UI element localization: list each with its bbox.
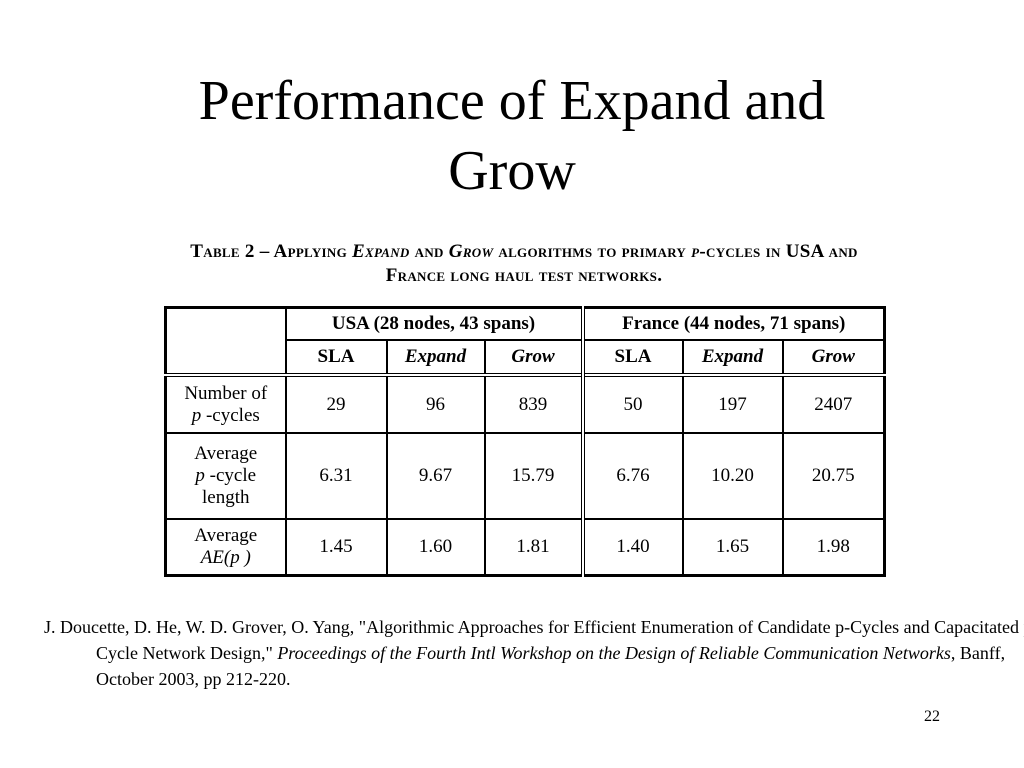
title-line-1: Performance of Expand and bbox=[198, 70, 826, 132]
row-label-text: Number of bbox=[184, 382, 268, 404]
slide-title: Performance of Expand and Grow bbox=[0, 66, 1024, 206]
cell-france-sla: 6.76 bbox=[580, 432, 684, 520]
subheader-usa-expand: Expand bbox=[385, 339, 486, 376]
caption-grow: Grow bbox=[448, 241, 494, 262]
group-header-usa: USA (28 nodes, 43 spans) bbox=[284, 306, 584, 341]
cell-usa-grow: 1.81 bbox=[483, 518, 584, 576]
caption-text-3: algorithms to primary bbox=[493, 241, 692, 262]
cell-france-expand: 10.20 bbox=[681, 432, 784, 520]
cell-france-grow: 1.98 bbox=[781, 518, 886, 576]
row-label-text-3: length bbox=[202, 487, 250, 508]
cell-usa-expand: 96 bbox=[385, 373, 486, 434]
caption-text-1: Table 2 – Applying bbox=[190, 241, 353, 262]
subheader-usa-sla: SLA bbox=[284, 339, 388, 376]
caption-expand: Expand bbox=[352, 241, 410, 262]
row-label-text: Average bbox=[194, 524, 258, 546]
row-label-average-cycle-length: Average p -cycle length bbox=[164, 432, 287, 520]
subheader-france-expand: Expand bbox=[681, 339, 784, 376]
reference-venue: Proceedings of the Fourth Intl Workshop … bbox=[277, 643, 951, 663]
row-label-number-of-cycles: Number of p -cycles bbox=[164, 373, 287, 434]
page-number: 22 bbox=[924, 708, 940, 725]
cell-usa-sla: 29 bbox=[284, 373, 388, 434]
table-row-number-of-cycles: Number of p -cycles 29 96 839 50 197 240… bbox=[164, 373, 886, 434]
row-label-p: p bbox=[191, 404, 202, 426]
title-line-2: Grow bbox=[448, 140, 576, 202]
row-label-ae: AE(p ) bbox=[200, 546, 251, 568]
cell-france-sla: 1.40 bbox=[580, 518, 684, 576]
row-label-text-2: -cycles bbox=[201, 404, 260, 426]
cell-france-expand: 197 bbox=[681, 373, 784, 434]
table-row-average-cycle-length: Average p -cycle length 6.31 9.67 15.79 … bbox=[164, 432, 886, 520]
reference-details: , Banff, October 2003, pp 212-220. bbox=[96, 643, 1006, 689]
cell-usa-grow: 839 bbox=[483, 373, 584, 434]
caption-text-4: -cycles in USA and France long haul test… bbox=[385, 241, 858, 286]
cell-usa-grow: 15.79 bbox=[483, 432, 584, 520]
row-label-p: p bbox=[195, 465, 205, 486]
table-caption: Table 2 – Applying Expand and Grow algor… bbox=[160, 240, 888, 288]
results-table: USA (28 nodes, 43 spans) France (44 node… bbox=[164, 306, 887, 577]
cell-france-expand: 1.65 bbox=[681, 518, 784, 576]
cell-france-grow: 20.75 bbox=[781, 432, 886, 520]
reference-authors-title: J. Doucette, D. He, W. D. Grover, O. Yan… bbox=[44, 617, 1024, 663]
subheader-france-grow: Grow bbox=[781, 339, 886, 376]
row-label-average-ae: Average AE(p ) bbox=[164, 518, 287, 576]
subheader-france-sla: SLA bbox=[580, 339, 684, 376]
row-label-text-2: -cycle bbox=[204, 465, 257, 486]
row-label-text: Average bbox=[194, 443, 258, 464]
cell-usa-sla: 6.31 bbox=[284, 432, 388, 520]
cell-france-sla: 50 bbox=[580, 373, 684, 434]
cell-france-grow: 2407 bbox=[781, 373, 886, 434]
cell-usa-sla: 1.45 bbox=[284, 518, 388, 576]
group-header-france: France (44 nodes, 71 spans) bbox=[580, 306, 886, 341]
table-row-average-ae: Average AE(p ) 1.45 1.60 1.81 1.40 1.65 … bbox=[164, 518, 886, 576]
table-corner-cell bbox=[164, 306, 287, 376]
reference-citation: J. Doucette, D. He, W. D. Grover, O. Yan… bbox=[44, 614, 1024, 692]
caption-text-2: and bbox=[409, 241, 449, 262]
subheader-usa-grow: Grow bbox=[483, 339, 584, 376]
caption-p: p bbox=[691, 241, 700, 262]
cell-usa-expand: 1.60 bbox=[385, 518, 486, 576]
cell-usa-expand: 9.67 bbox=[385, 432, 486, 520]
